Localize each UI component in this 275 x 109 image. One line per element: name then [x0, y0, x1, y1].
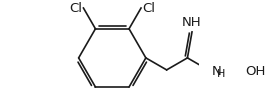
Text: Cl: Cl: [142, 2, 155, 14]
Text: N: N: [211, 65, 221, 78]
Text: OH: OH: [246, 65, 266, 78]
Text: NH: NH: [182, 16, 202, 29]
Text: H: H: [217, 69, 225, 79]
Text: Cl: Cl: [69, 2, 82, 14]
